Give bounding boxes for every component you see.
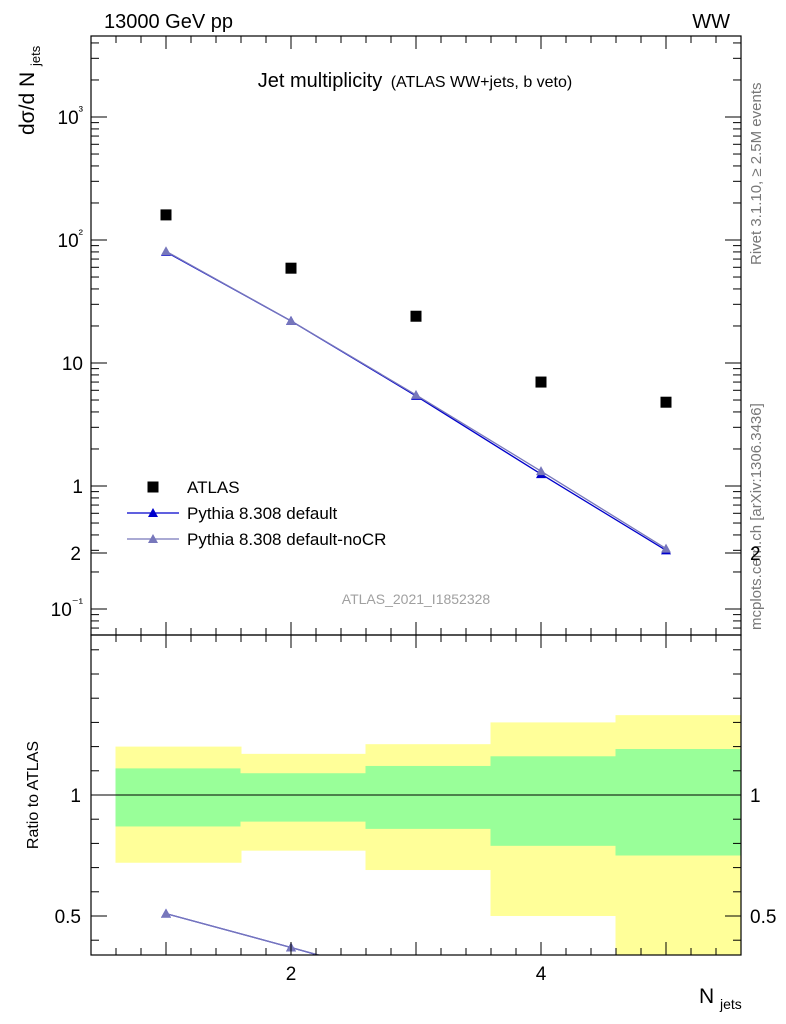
- main-y-tick-label: 1: [72, 477, 83, 498]
- atlas-data-point: [410, 310, 422, 322]
- ratio-frame: [90, 634, 742, 956]
- main-y-axis-label-sub: jets: [28, 45, 43, 67]
- ratio-band-inner: [615, 749, 741, 856]
- ratio-y-axis-label: Ratio to ATLAS: [25, 741, 42, 849]
- legend-marker-mc: [148, 534, 158, 543]
- main-y-tick-label: 10⁻¹: [51, 595, 84, 621]
- legend-entry-label: ATLAS: [187, 478, 240, 497]
- atlas-data-point: [535, 376, 547, 388]
- ratio-data-point: [536, 988, 546, 997]
- ratio-axis-ticks: [91, 552, 741, 955]
- x-axis-label-text: N: [699, 985, 714, 1008]
- ratio-data-point: [411, 976, 421, 985]
- main-y-tick-label-base: 10: [58, 231, 79, 252]
- main-y-tick-label-exponent: ²: [79, 226, 84, 241]
- plot-title-main: Jet multiplicity: [258, 70, 382, 92]
- x-axis-label-sub: jets: [719, 996, 742, 1012]
- ratio-data-point: [661, 1016, 671, 1024]
- main-y-tick-label-base: 10: [51, 600, 72, 621]
- ratio-uncertainty-bands: [115, 715, 741, 955]
- ratio-y-tick-labels: 0.5 0.5 1 1 2 2: [55, 544, 777, 928]
- main-axis-ticks: [91, 36, 741, 635]
- x-axis-label: N jets: [699, 985, 742, 1012]
- ratio-data-point: [161, 908, 171, 918]
- ratio-y-tick-label-right: 1: [750, 786, 761, 807]
- mcplots-label: mcplots.cern.ch [arXiv:1306.3436]: [748, 403, 765, 630]
- ratio-x-tick-label: 4: [536, 964, 547, 985]
- main-y-tick-label: 10²: [58, 226, 84, 252]
- ratio-data-point: [411, 978, 421, 987]
- legend-marker-mc: [148, 508, 158, 517]
- ratio-data-point: [536, 986, 546, 995]
- legend-entry-label: Pythia 8.308 default: [187, 504, 338, 523]
- main-y-tick-label-exponent: ⁻¹: [72, 595, 84, 610]
- ratio-series-line: [165, 912, 322, 955]
- ratio-y-tick-label-left: 0.5: [55, 907, 81, 928]
- plot-title-sub: (ATLAS WW+jets, b veto): [391, 74, 573, 91]
- mc-data-point: [411, 389, 421, 399]
- header-right: WW: [692, 11, 730, 33]
- atlas-data-point: [660, 396, 672, 408]
- main-y-axis-label: dσ/d N jets: [16, 45, 43, 135]
- atlas-data-point: [160, 209, 172, 221]
- ratio-y-tick-label-right: 2: [750, 544, 761, 565]
- rivet-label: Rivet 3.1.10, ≥ 2.5M events: [748, 83, 765, 266]
- ratio-series-line: [165, 912, 321, 955]
- mc-data-point: [536, 466, 546, 476]
- legend: ATLAS Pythia 8.308 default Pythia 8.308 de…: [127, 478, 386, 549]
- ratio-band-inner: [240, 773, 367, 822]
- ratio-band-inner: [365, 765, 492, 829]
- main-y-tick-label-exponent: ³: [79, 103, 84, 118]
- ratio-y-tick-label-right: 0.5: [750, 907, 776, 928]
- header-left: 13000 GeV pp: [104, 11, 233, 33]
- main-y-tick-label: 10³: [58, 103, 84, 129]
- ratio-series: [161, 908, 671, 1024]
- analysis-tag: ATLAS_2021_I1852328: [342, 591, 491, 607]
- ratio-y-tick-label-left: 1: [70, 786, 81, 807]
- ratio-band-inner: [115, 768, 242, 827]
- mc-data-point: [161, 246, 171, 256]
- mc-data-point: [661, 543, 671, 553]
- ratio-band-inner: [490, 756, 617, 846]
- atlas-data-point: [285, 262, 297, 274]
- ratio-data-point: [661, 1016, 671, 1024]
- main-y-axis-label-text: dσ/d N: [16, 72, 39, 135]
- plot-title: Jet multiplicity (ATLAS WW+jets, b veto): [258, 70, 572, 92]
- ratio-y-tick-label-left: 2: [70, 544, 81, 565]
- main-series: [160, 209, 672, 555]
- mc-data-point: [286, 315, 296, 325]
- main-y-tick-label: 10: [62, 354, 83, 375]
- legend-entry-label: Pythia 8.308 default-noCR: [187, 530, 386, 549]
- main-y-tick-label-base: 10: [58, 108, 79, 129]
- ratio-x-tick-label: 2: [286, 964, 297, 985]
- legend-marker-atlas: [147, 481, 159, 493]
